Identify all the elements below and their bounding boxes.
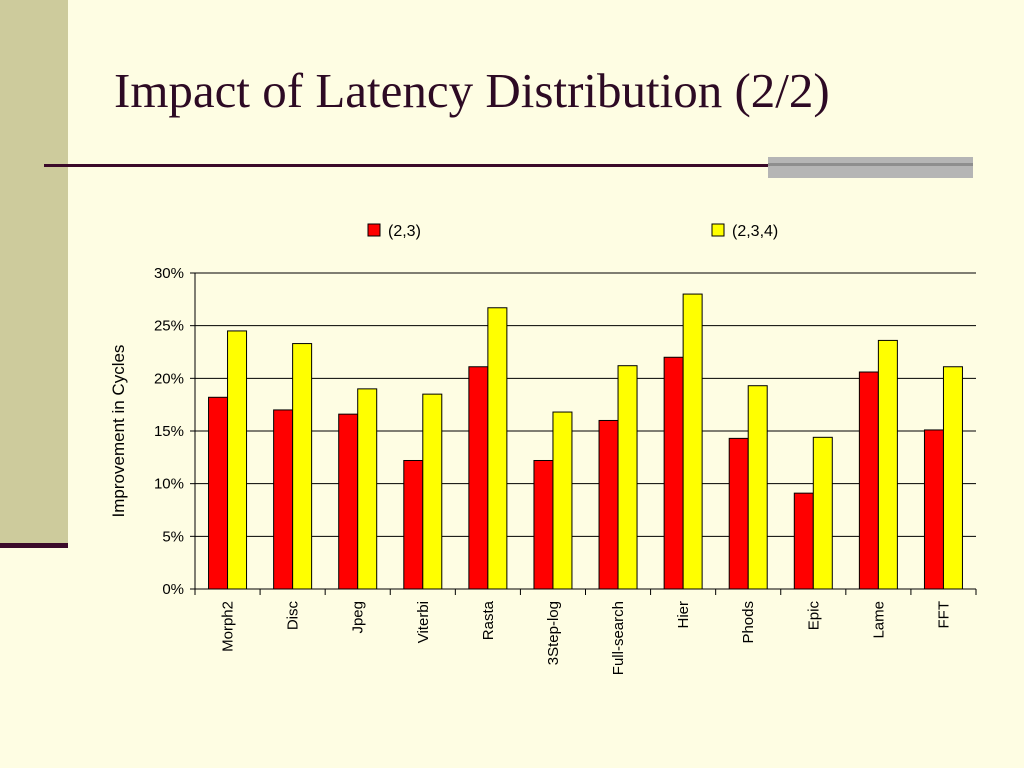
bar: [598, 419, 619, 590]
bar: [728, 437, 749, 590]
bar: [663, 356, 684, 590]
legend-swatch: [711, 223, 725, 237]
x-tick-label: Epic: [805, 601, 822, 631]
y-axis-label: Improvement in Cycles: [109, 345, 128, 518]
bar: [617, 365, 638, 590]
bar: [942, 366, 963, 590]
x-tick-label: FFT: [935, 601, 952, 629]
y-tick-label: 0%: [162, 581, 184, 598]
bar: [552, 411, 573, 590]
bar: [877, 339, 898, 590]
title-accent-bar: [768, 157, 973, 178]
bar: [227, 330, 248, 590]
bar: [858, 371, 879, 590]
bar: [338, 413, 359, 590]
bar: [682, 293, 703, 590]
bar: [793, 492, 814, 590]
y-tick-label: 15%: [154, 423, 184, 440]
bar: [357, 388, 378, 590]
slide-title: Impact of Latency Distribution (2/2): [114, 63, 830, 118]
y-tick-label: 30%: [154, 265, 184, 282]
y-tick-label: 5%: [162, 528, 184, 545]
title-rule: [44, 164, 779, 167]
bar: [468, 366, 489, 590]
x-tick-label: Morph2: [220, 601, 237, 652]
x-tick-label: Hier: [675, 601, 692, 629]
legend-label: (2,3,4): [732, 223, 778, 240]
x-tick-label: Phods: [740, 601, 757, 644]
x-tick-label: Jpeg: [350, 601, 367, 634]
bar: [812, 436, 833, 590]
x-tick-label: Full-search: [610, 601, 627, 675]
x-tick-label: Viterbi: [415, 601, 432, 643]
y-tick-label: 25%: [154, 318, 184, 335]
y-tick-label: 10%: [154, 476, 184, 493]
x-tick-label: Disc: [285, 601, 302, 631]
legend-label: (2,3): [388, 223, 421, 240]
legend-swatch: [367, 223, 381, 237]
bar: [422, 393, 443, 590]
bar: [923, 429, 944, 590]
bar: [747, 385, 768, 590]
side-band: [0, 0, 68, 546]
bar: [292, 343, 313, 590]
y-tick-label: 20%: [154, 370, 184, 387]
bar: [487, 307, 508, 590]
bar: [273, 409, 294, 590]
bar: [403, 459, 424, 590]
bar: [208, 396, 229, 590]
x-tick-label: Lame: [870, 601, 887, 639]
bar: [533, 459, 554, 590]
x-tick-label: Rasta: [480, 600, 497, 640]
x-tick-label: 3Step-log: [545, 601, 562, 665]
side-rule: [0, 543, 68, 548]
